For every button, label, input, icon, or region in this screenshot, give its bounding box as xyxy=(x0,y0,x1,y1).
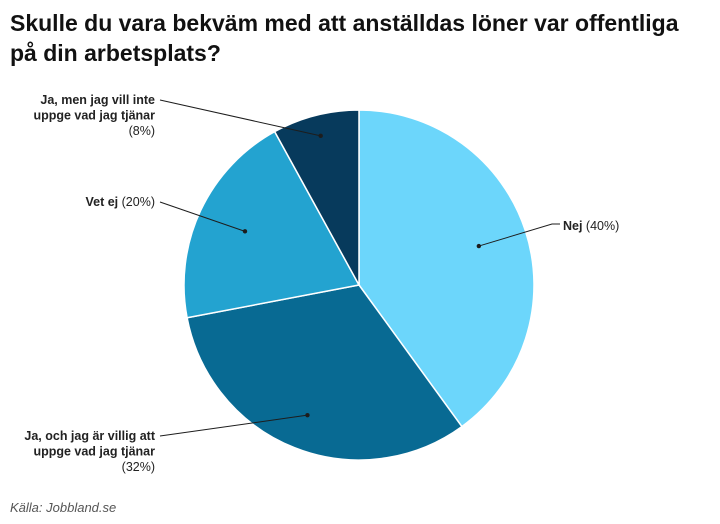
leader-line-ja-men-jag-vill-inte-uppge-vad-jag-tjanar xyxy=(159,99,321,137)
source-note: Källa: Jobbland.se xyxy=(10,500,117,515)
pie-slice-ja-men-jag-vill-inte-uppge-vad-jag-tjanar xyxy=(273,109,360,286)
pie-slices xyxy=(183,109,535,461)
slice-label-vet-ej: Vet ej (20%) xyxy=(86,195,156,209)
slice-label-nej: Nej (40%) xyxy=(563,219,619,233)
leader-line-vet-ej xyxy=(159,201,246,232)
leader-line-ja-och-jag-ar-villig-att-uppge-vad-jag-tjanar xyxy=(159,414,308,437)
slice-label-ja-och-jag-ar-villig-att-uppge-vad-jag-tjanar: Ja, och jag är villig att uppge vad jag t… xyxy=(24,429,155,474)
leader-dot-nej xyxy=(476,243,482,249)
pie-slice-nej xyxy=(358,109,535,428)
pie-slice-ja-och-jag-ar-villig-att-uppge-vad-jag-tjanar xyxy=(186,284,463,461)
slice-labels: Nej (40%) Ja, och jag är villig att uppge … xyxy=(24,93,619,474)
leader-lines xyxy=(159,99,560,437)
pie-slice-vet-ej xyxy=(183,130,361,319)
slice-label-ja-men-jag-vill-inte-uppge-vad-jag-tjanar: Ja, men jag vill inte uppge vad jag tjäna… xyxy=(33,93,155,138)
chart-title: Skulle du vara bekväm med att anställdas… xyxy=(10,10,679,66)
leader-line-nej xyxy=(478,223,560,247)
